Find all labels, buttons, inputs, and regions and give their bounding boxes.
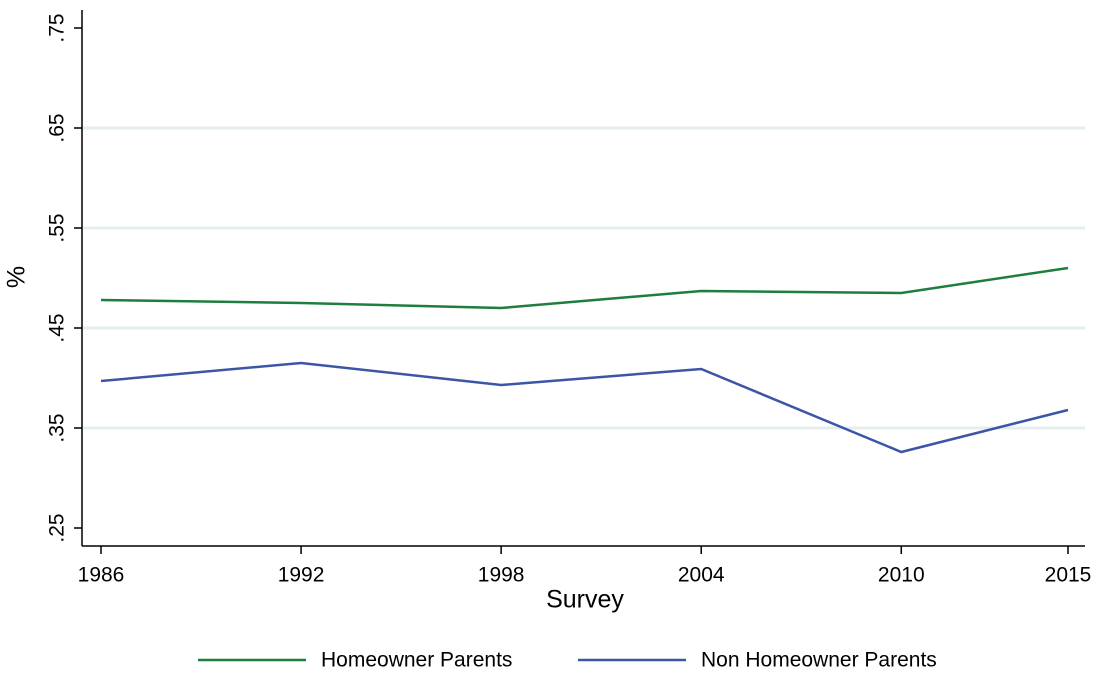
y-tick-label: .65 [46, 113, 69, 142]
y-tick-label: .25 [46, 513, 69, 542]
x-tick-label: 1992 [278, 564, 325, 587]
x-tick-label: 1998 [478, 564, 525, 587]
x-tick-label: 2015 [1045, 564, 1092, 587]
series-line [100, 266, 1069, 310]
y-tick-label: .35 [46, 413, 69, 442]
y-tick-label: .55 [46, 213, 69, 242]
y-tick-label: .45 [46, 313, 69, 342]
y-tick-label: .75 [46, 13, 69, 42]
x-tick-label: 1986 [78, 564, 125, 587]
x-tick-label: 2010 [878, 564, 925, 587]
y-axis-label: % [3, 266, 31, 288]
legend-label: Non Homeowner Parents [701, 649, 937, 672]
x-axis-label: Survey [546, 586, 624, 614]
legend-label: Homeowner Parents [321, 649, 512, 672]
series-line [100, 361, 1069, 454]
x-tick-label: 2004 [678, 564, 725, 587]
